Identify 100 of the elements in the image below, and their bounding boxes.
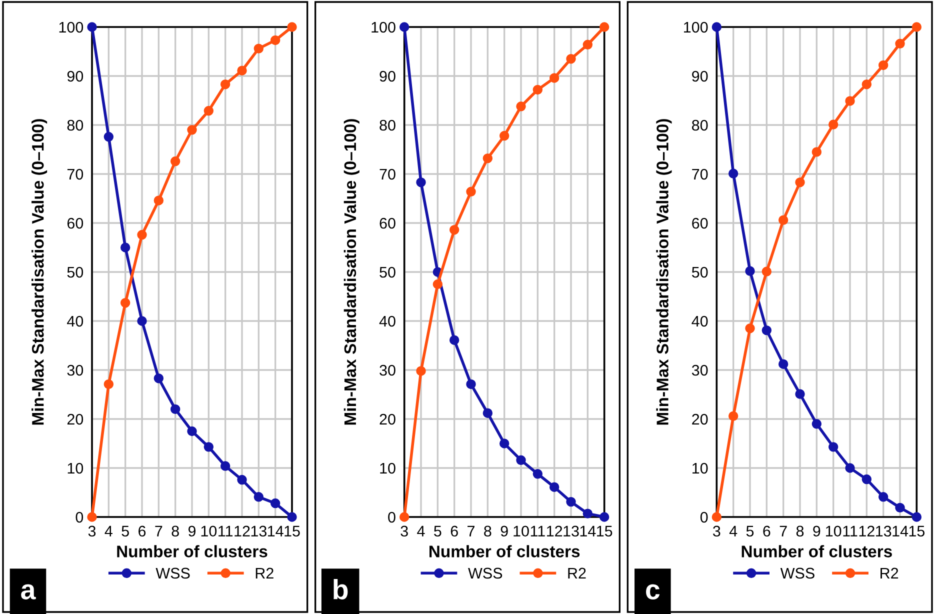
y-tick-label: 70 bbox=[380, 168, 396, 180]
point bbox=[482, 153, 493, 164]
x-tick-label: 6 bbox=[450, 526, 458, 537]
y-tick-label: 60 bbox=[67, 218, 84, 229]
x-tick-label: 13 bbox=[876, 526, 892, 537]
y-tick-label: 20 bbox=[67, 414, 84, 425]
x-tick-label: 6 bbox=[138, 526, 146, 537]
point bbox=[287, 512, 297, 522]
y-tick-label: 90 bbox=[67, 70, 84, 82]
x-tick-label: 4 bbox=[417, 526, 425, 536]
point bbox=[204, 442, 214, 452]
point bbox=[187, 125, 197, 135]
point bbox=[549, 482, 560, 492]
x-tick-label: 7 bbox=[155, 526, 162, 536]
point bbox=[566, 54, 576, 64]
x-tick-label: 8 bbox=[484, 526, 492, 537]
x-tick-label: 3 bbox=[713, 526, 720, 537]
point bbox=[120, 298, 130, 308]
point bbox=[254, 492, 264, 502]
x-tick-label: 4 bbox=[104, 526, 112, 536]
point bbox=[862, 474, 872, 484]
y-tick-label: 30 bbox=[380, 364, 396, 376]
point bbox=[582, 508, 593, 518]
y-axis-title: Min-Max Standardisation Value (0–100) bbox=[344, 119, 360, 425]
x-tick-label: 11 bbox=[530, 526, 545, 536]
point bbox=[778, 359, 788, 369]
point bbox=[566, 496, 576, 507]
x-tick-label: 13 bbox=[564, 526, 579, 537]
point bbox=[432, 279, 443, 290]
point bbox=[170, 404, 180, 414]
y-tick-label: 40 bbox=[67, 316, 84, 327]
text: a bbox=[21, 584, 36, 600]
y-tick-label: 50 bbox=[692, 266, 708, 278]
point bbox=[270, 35, 280, 46]
y-tick-label: 0 bbox=[388, 512, 396, 523]
point bbox=[778, 215, 788, 225]
point bbox=[745, 323, 755, 334]
x-tick-label: 11 bbox=[843, 526, 858, 536]
point bbox=[104, 379, 114, 390]
x-tick-label: 15 bbox=[597, 526, 612, 537]
y-tick-label: 100 bbox=[372, 22, 396, 33]
y-tick-label: 50 bbox=[380, 266, 396, 278]
point bbox=[237, 66, 247, 76]
y-tick-label: 90 bbox=[692, 70, 708, 82]
x-tick-label: 15 bbox=[284, 526, 300, 537]
x-tick-label: 12 bbox=[234, 526, 250, 536]
point bbox=[516, 102, 526, 112]
point bbox=[482, 408, 493, 418]
y-tick-label: 10 bbox=[380, 462, 396, 474]
point bbox=[599, 512, 610, 522]
y-axis-title: Min-Max Standardisation Value (0–100) bbox=[656, 119, 672, 425]
point bbox=[220, 79, 230, 90]
x-tick-label: 9 bbox=[188, 526, 196, 537]
legend-label: WSS bbox=[468, 568, 502, 579]
point bbox=[762, 325, 772, 336]
legend-label: WSS bbox=[780, 568, 814, 579]
point bbox=[154, 373, 164, 384]
x-tick-label: 5 bbox=[434, 526, 442, 537]
y-tick-label: 60 bbox=[692, 218, 708, 229]
x-tick-label: 7 bbox=[468, 526, 474, 536]
point bbox=[812, 147, 822, 157]
x-axis-title: Number of clusters bbox=[430, 545, 580, 558]
point bbox=[728, 168, 738, 178]
point bbox=[466, 186, 476, 196]
point bbox=[845, 96, 855, 106]
point bbox=[137, 230, 147, 240]
x-tick-label: 12 bbox=[547, 526, 562, 536]
point bbox=[187, 426, 197, 436]
point bbox=[795, 177, 805, 188]
y-tick-label: 50 bbox=[67, 266, 84, 278]
y-tick-label: 30 bbox=[67, 364, 84, 376]
x-axis-title: Number of clusters bbox=[742, 545, 892, 558]
point bbox=[712, 22, 722, 32]
legend-label: R2 bbox=[880, 568, 898, 578]
point bbox=[120, 242, 130, 252]
y-tick-label: 10 bbox=[692, 462, 708, 474]
point bbox=[416, 177, 426, 188]
x-tick-label: 4 bbox=[729, 526, 738, 536]
y-tick-label: 60 bbox=[380, 218, 396, 229]
point bbox=[912, 22, 922, 32]
y-tick-label: 20 bbox=[380, 414, 396, 425]
point bbox=[728, 411, 738, 421]
y-tick-label: 30 bbox=[692, 364, 708, 376]
x-tick-label: 8 bbox=[172, 526, 179, 537]
x-tick-label: 10 bbox=[514, 526, 529, 537]
x-tick-label: 10 bbox=[201, 526, 217, 537]
x-tick-label: 14 bbox=[892, 526, 908, 536]
y-tick-label: 40 bbox=[692, 316, 708, 327]
point bbox=[532, 84, 543, 95]
point bbox=[745, 266, 755, 276]
point bbox=[712, 512, 722, 522]
y-tick-label: 80 bbox=[692, 120, 708, 131]
point bbox=[549, 73, 560, 83]
legend-label: R2 bbox=[256, 568, 274, 578]
x-tick-label: 15 bbox=[909, 526, 925, 537]
point bbox=[104, 132, 114, 142]
point bbox=[795, 389, 805, 399]
x-axis-title: Number of clusters bbox=[117, 545, 268, 558]
y-tick-label: 90 bbox=[380, 70, 396, 82]
x-tick-label: 11 bbox=[218, 526, 233, 536]
